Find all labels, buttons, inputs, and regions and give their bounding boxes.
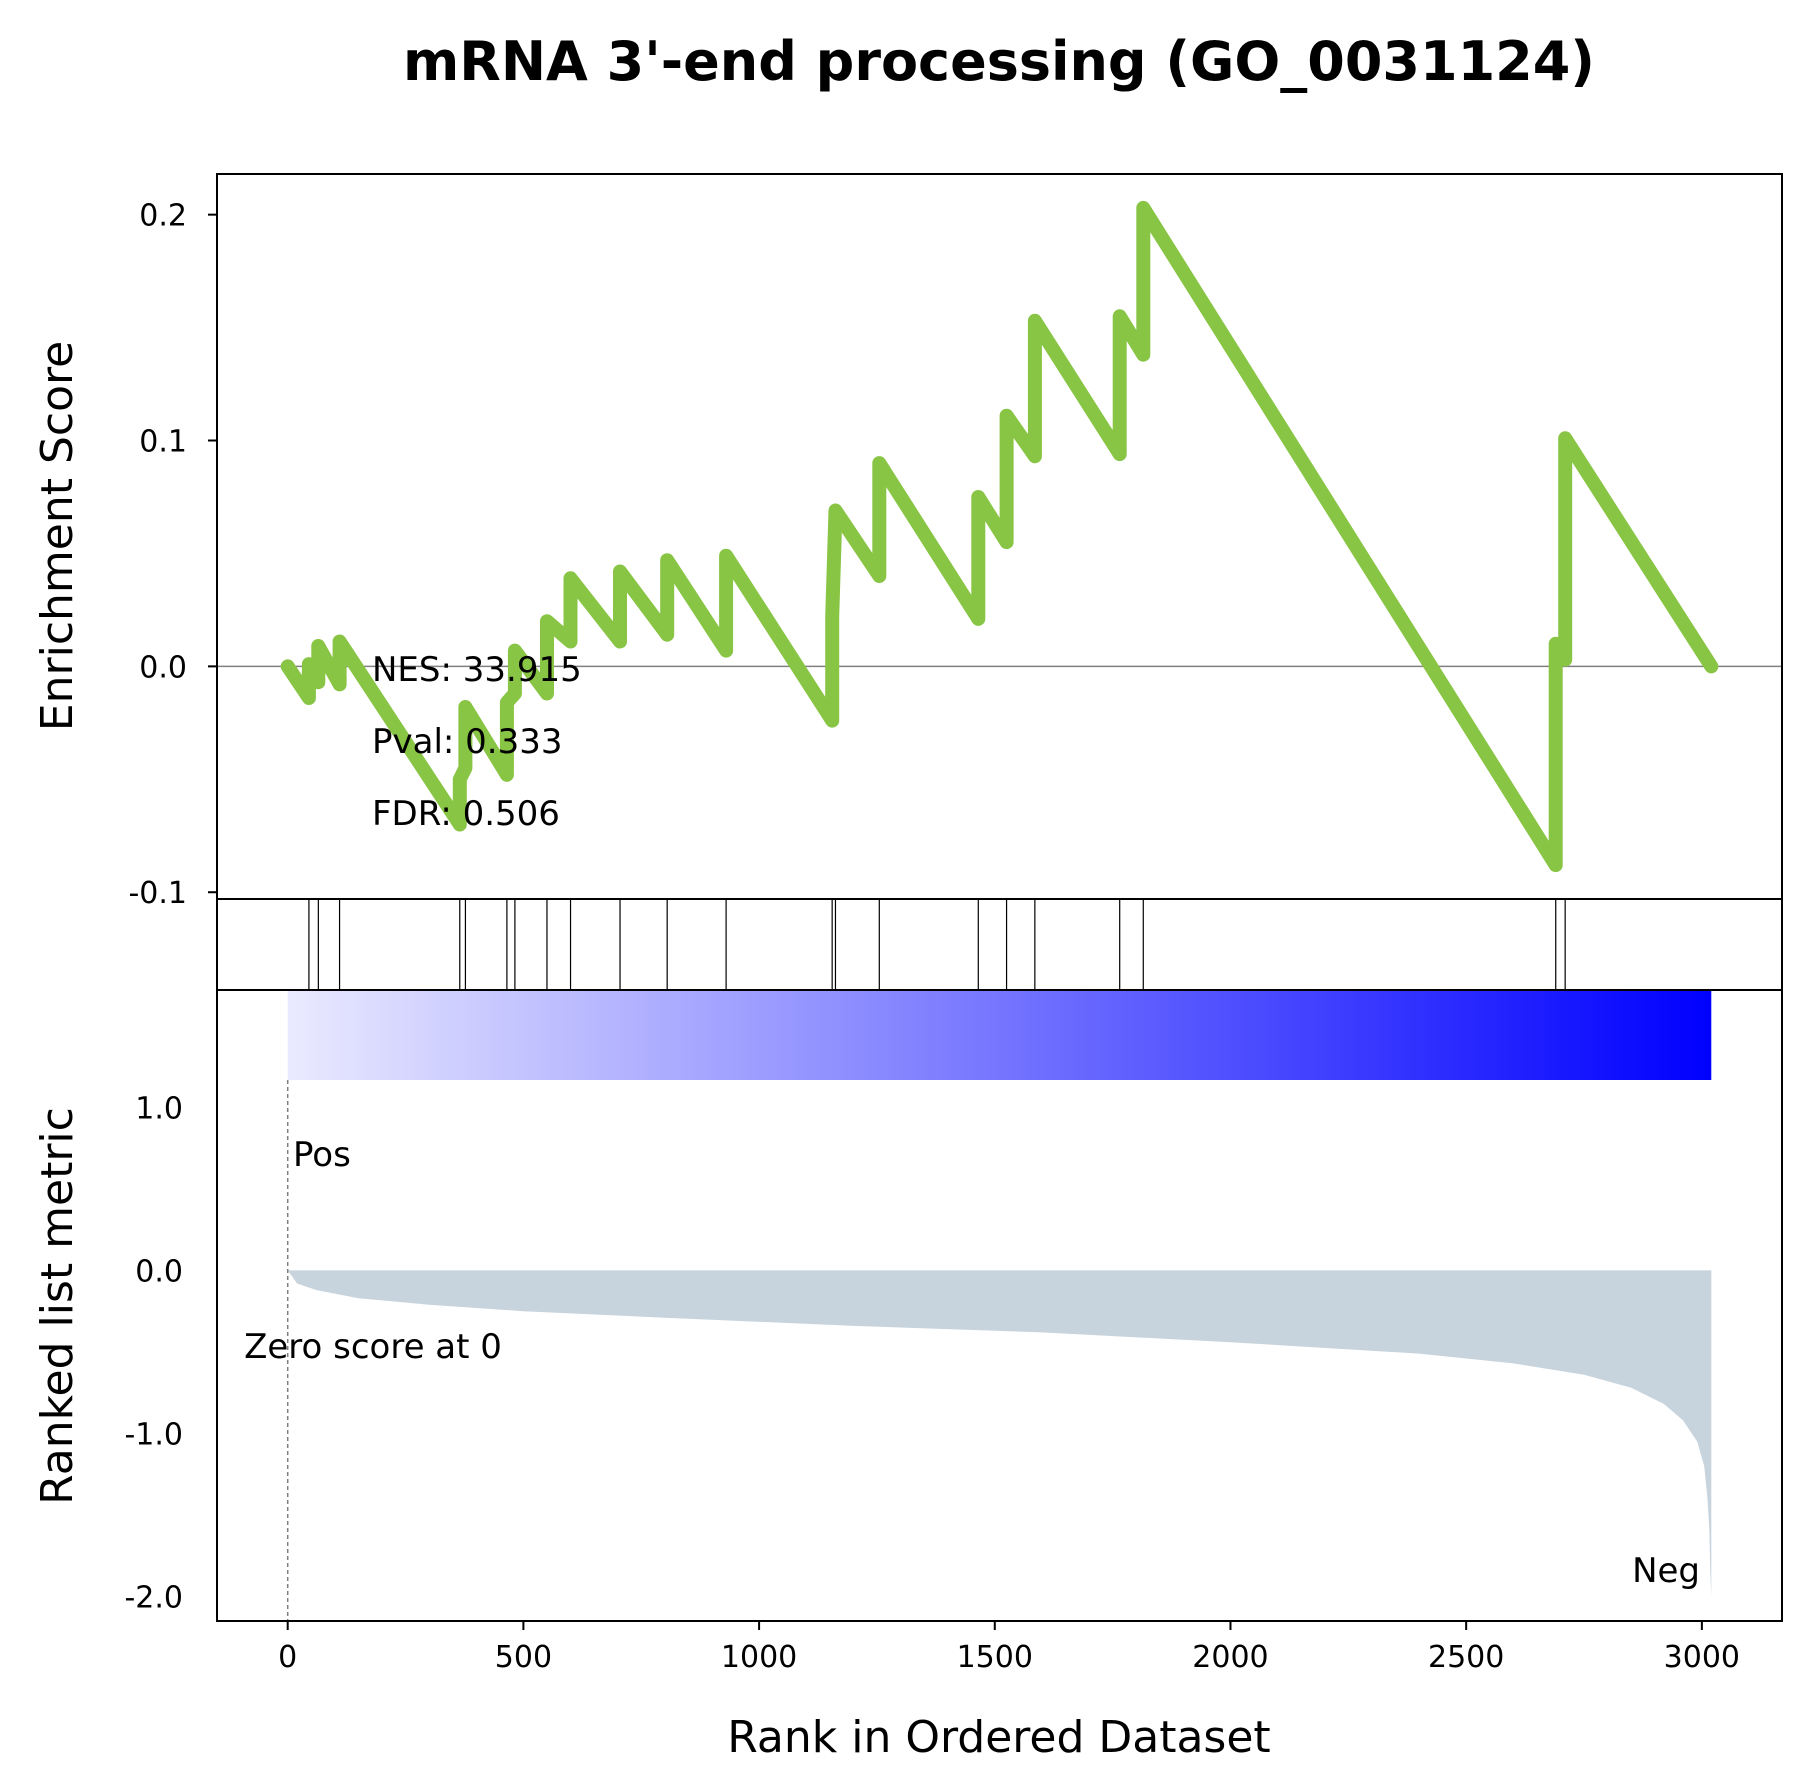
hits-frame [216,898,1783,991]
pos-label: Pos [293,1135,351,1175]
x-tick-label: 2500 [1428,1640,1504,1675]
rm-y-ticks: -2.0 -1.0 0.0 1.0 [124,1091,183,1615]
hits-panel [216,898,1783,991]
nes-label: NES: 33.915 [372,650,582,690]
es-line-group [280,200,1719,873]
fdr-label: FDR: 0.506 [372,794,560,834]
pval-label: Pval: 0.333 [372,722,563,762]
x-tick-label: 0 [278,1640,297,1675]
x-tick-label: 1500 [957,1640,1033,1675]
enrichment-score-line [280,200,1719,873]
ranked-metric-panel: Pos Neg Zero score at 0 -2.0 -1.0 0.0 1.0 R… [32,989,1783,1622]
enrichment-panel: -0.1 0.0 0.1 0.2 NES: 33.915 Pval: 0.333 FD… [32,173,1783,911]
rm-y-tick-label: -1.0 [124,1417,183,1452]
colorbar [287,990,1712,1080]
es-y-tick-label: 0.0 [139,650,187,685]
es-y-axis-title: Enrichment Score [32,341,83,731]
metric-fill-area [287,1270,1712,1597]
x-axis-title: Rank in Ordered Dataset [727,1712,1270,1763]
es-y-tick-label: -0.1 [128,876,187,911]
x-tick-label: 1000 [721,1640,797,1675]
es-y-tick-label: 0.2 [139,199,187,234]
rm-y-tick-label: 1.0 [135,1091,183,1126]
rm-frame [216,989,1783,1622]
x-tick-label: 3000 [1664,1640,1740,1675]
rm-y-axis-title: Ranked list metric [32,1107,83,1505]
rm-y-tick-label: 0.0 [135,1254,183,1289]
rm-y-tick-label: -2.0 [124,1581,183,1616]
es-y-tick-label: 0.1 [139,425,187,460]
zero-score-label: Zero score at 0 [244,1327,502,1367]
x-tick-label: 500 [495,1640,552,1675]
x-axis-ticks: 0 500 1000 1500 2000 2500 3000 [278,1621,1740,1675]
hit-lines [308,899,1566,990]
neg-label: Neg [1632,1551,1700,1591]
chart-title: mRNA 3'-end processing (GO_0031124) [403,30,1595,93]
x-tick-label: 2000 [1192,1640,1268,1675]
es-y-ticks: -0.1 0.0 0.1 0.2 [128,199,217,911]
